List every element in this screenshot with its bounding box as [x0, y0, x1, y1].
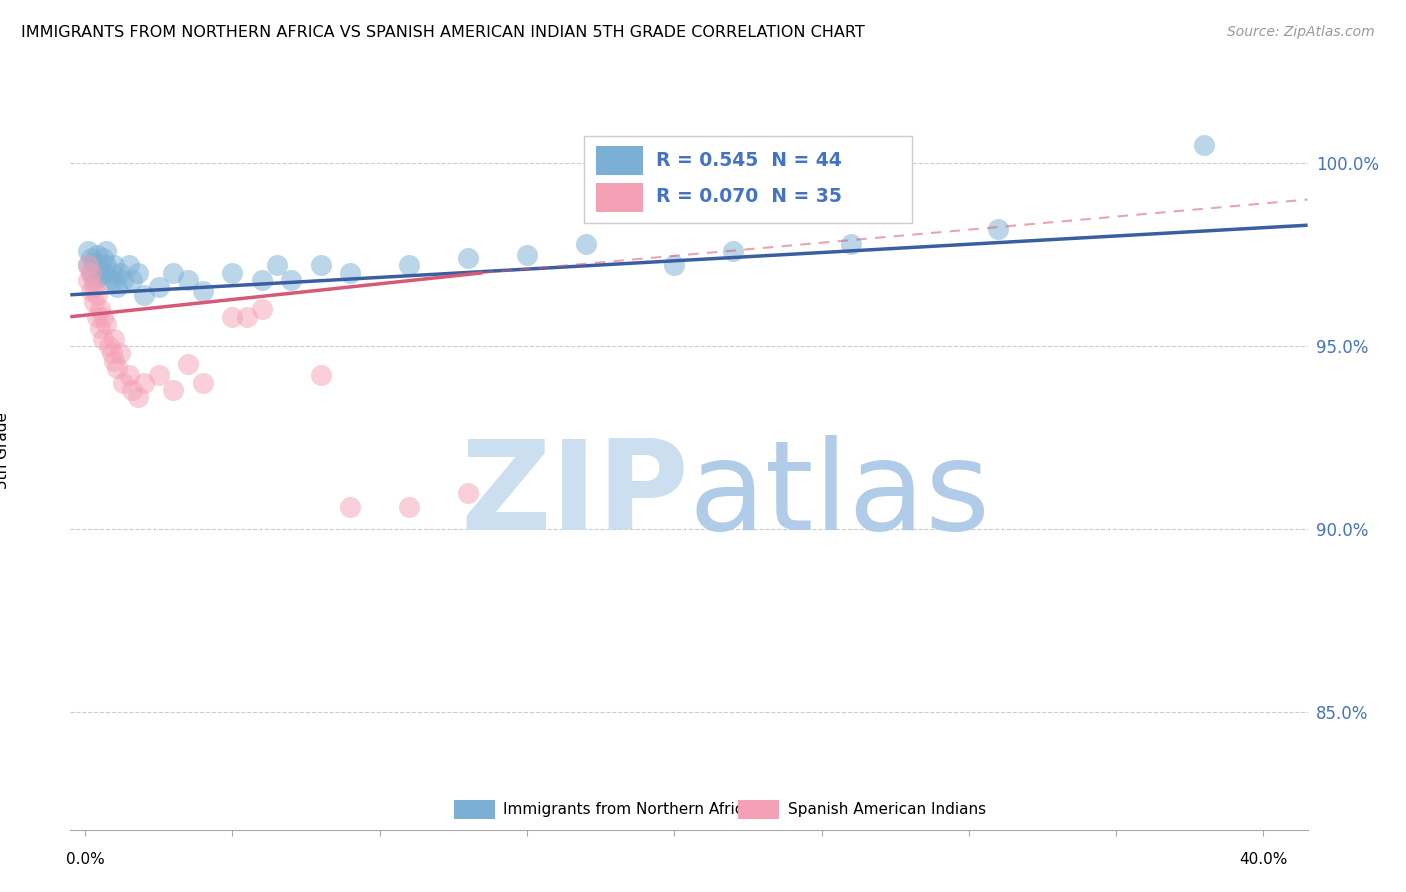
Text: Source: ZipAtlas.com: Source: ZipAtlas.com: [1227, 25, 1375, 39]
Point: [398, 259, 420, 273]
Point: [91, 310, 114, 324]
Point: [91, 266, 114, 280]
Point: [148, 280, 170, 294]
Point: [77, 259, 100, 273]
Point: [86, 262, 108, 277]
Point: [94, 259, 117, 273]
Point: [221, 266, 243, 280]
Point: [191, 284, 214, 298]
Point: [94, 244, 117, 258]
Point: [132, 376, 155, 390]
Point: [94, 317, 117, 331]
Point: [309, 368, 332, 383]
Point: [127, 266, 149, 280]
Point: [177, 358, 200, 372]
Point: [107, 280, 129, 294]
Point: [148, 368, 170, 383]
Point: [80, 266, 103, 280]
Bar: [596, 146, 643, 175]
Text: Spanish American Indians: Spanish American Indians: [787, 802, 986, 816]
Point: [112, 273, 135, 287]
Point: [118, 368, 141, 383]
Point: [266, 259, 288, 273]
Bar: [596, 183, 643, 211]
Point: [162, 383, 184, 397]
Bar: [738, 800, 779, 819]
Point: [97, 339, 120, 353]
Point: [664, 259, 686, 273]
Point: [83, 295, 105, 310]
Point: [83, 255, 105, 269]
Point: [89, 302, 111, 317]
Point: [221, 310, 243, 324]
Point: [80, 284, 103, 298]
Point: [80, 266, 103, 280]
Point: [97, 273, 120, 287]
Text: 0.0%: 0.0%: [66, 852, 104, 866]
Point: [107, 361, 129, 376]
Point: [516, 247, 538, 261]
Point: [89, 259, 111, 273]
Point: [132, 287, 155, 301]
Point: [112, 376, 135, 390]
Point: [103, 332, 125, 346]
Point: [110, 346, 132, 360]
Text: R = 0.070  N = 35: R = 0.070 N = 35: [655, 187, 841, 206]
Text: R = 0.545  N = 44: R = 0.545 N = 44: [655, 151, 841, 169]
Point: [77, 273, 100, 287]
Point: [250, 302, 273, 317]
Point: [457, 485, 479, 500]
Text: IMMIGRANTS FROM NORTHERN AFRICA VS SPANISH AMERICAN INDIAN 5TH GRADE CORRELATION: IMMIGRANTS FROM NORTHERN AFRICA VS SPANI…: [21, 25, 865, 40]
Point: [89, 269, 111, 284]
Point: [121, 383, 143, 397]
Point: [80, 251, 103, 265]
Point: [91, 251, 114, 265]
Point: [339, 266, 361, 280]
Point: [100, 266, 122, 280]
Text: 40.0%: 40.0%: [1239, 852, 1288, 866]
Text: 5th Grade: 5th Grade: [0, 412, 10, 489]
Text: atlas: atlas: [689, 435, 991, 557]
Point: [127, 390, 149, 404]
Point: [575, 236, 598, 251]
Point: [110, 266, 132, 280]
Point: [280, 273, 302, 287]
Point: [89, 320, 111, 334]
Point: [987, 222, 1010, 236]
Point: [162, 266, 184, 280]
Point: [100, 346, 122, 360]
Point: [103, 353, 125, 368]
Point: [250, 273, 273, 287]
Point: [839, 236, 862, 251]
Point: [77, 259, 100, 273]
Point: [236, 310, 259, 324]
Point: [721, 244, 744, 258]
Point: [103, 259, 125, 273]
Point: [91, 332, 114, 346]
Point: [457, 251, 479, 265]
Point: [339, 500, 361, 515]
Point: [77, 244, 100, 258]
Point: [86, 287, 108, 301]
Point: [121, 273, 143, 287]
Point: [103, 273, 125, 287]
Text: ZIP: ZIP: [460, 435, 689, 557]
FancyBboxPatch shape: [583, 136, 911, 223]
Bar: [454, 800, 495, 819]
Point: [86, 310, 108, 324]
Point: [177, 273, 200, 287]
Point: [1194, 137, 1216, 152]
Point: [309, 259, 332, 273]
Text: Immigrants from Northern Africa: Immigrants from Northern Africa: [503, 802, 754, 816]
Point: [191, 376, 214, 390]
Point: [86, 247, 108, 261]
Point: [118, 259, 141, 273]
Point: [83, 273, 105, 287]
Point: [83, 280, 105, 294]
Point: [398, 500, 420, 515]
